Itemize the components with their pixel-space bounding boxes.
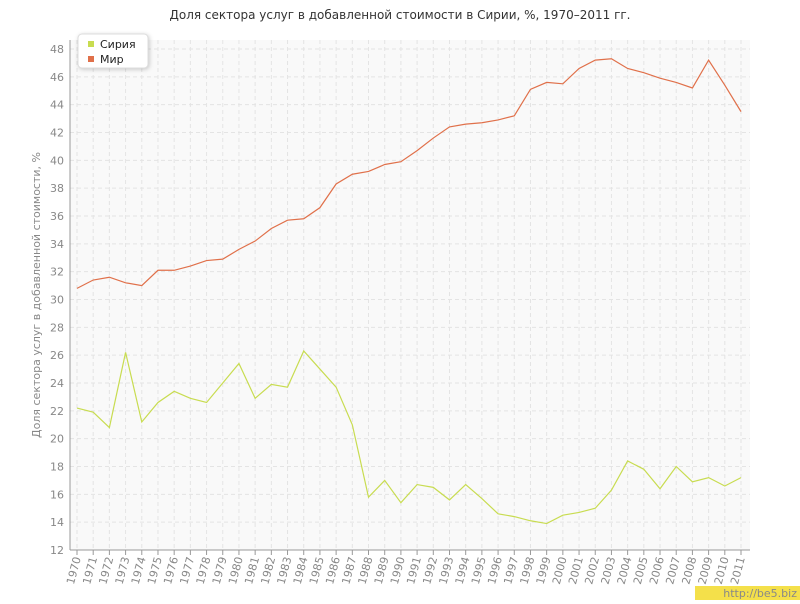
y-tick-label: 42 [50, 127, 64, 140]
y-tick-label: 20 [50, 433, 64, 446]
y-tick-label: 32 [50, 266, 64, 279]
y-tick-label: 22 [50, 405, 64, 418]
y-axis-label: Доля сектора услуг в добавленной стоимос… [30, 152, 43, 438]
y-tick-label: 24 [50, 377, 64, 390]
legend-label: Мир [100, 53, 124, 66]
y-tick-label: 34 [50, 238, 64, 251]
y-tick-label: 12 [50, 544, 64, 557]
y-tick-label: 16 [50, 488, 64, 501]
series-line [76, 58, 742, 289]
legend-swatch [88, 56, 94, 62]
legend-box [77, 33, 149, 69]
y-tick-label: 48 [50, 43, 64, 56]
y-tick-label: 18 [50, 461, 64, 474]
watermark: http://be5.biz [723, 587, 797, 600]
series-line [76, 349, 742, 525]
y-tick-label: 46 [50, 71, 64, 84]
y-tick-label: 44 [50, 99, 64, 112]
legend-label: Сирия [100, 38, 136, 51]
y-tick-label: 40 [50, 154, 64, 167]
legend-swatch [88, 41, 94, 47]
y-tick-label: 28 [50, 321, 64, 334]
y-tick-label: 30 [50, 294, 64, 307]
chart-title: Доля сектора услуг в добавленной стоимос… [170, 8, 631, 22]
y-tick-label: 26 [50, 349, 64, 362]
y-tick-label: 14 [50, 516, 64, 529]
y-tick-label: 38 [50, 182, 64, 195]
watermark-bg [695, 586, 800, 600]
y-tick-label: 36 [50, 210, 64, 223]
